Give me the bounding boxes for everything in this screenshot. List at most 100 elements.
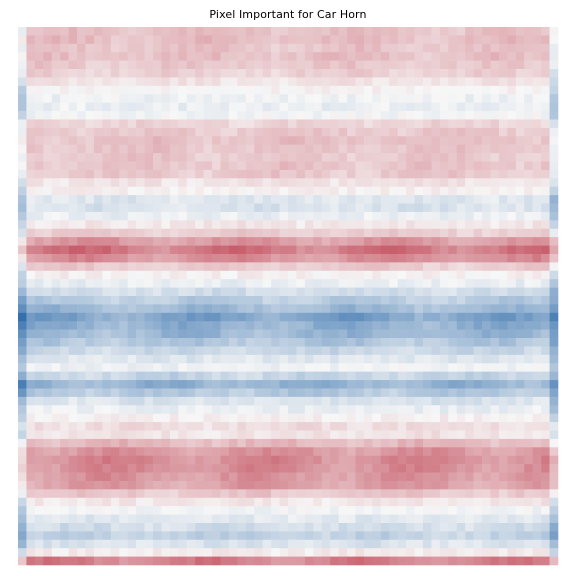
heatmap-cell xyxy=(414,296,424,305)
heatmap-cell xyxy=(228,312,238,322)
heatmap-cell xyxy=(296,506,306,515)
heatmap-cell xyxy=(397,556,407,566)
heatmap-cell xyxy=(406,447,415,457)
heatmap-cell xyxy=(549,556,559,566)
heatmap-cell xyxy=(169,514,179,524)
heatmap-cell xyxy=(482,371,491,381)
heatmap-cell xyxy=(515,69,525,78)
heatmap-cell xyxy=(18,447,27,457)
heatmap-cell xyxy=(60,228,69,238)
heatmap-cell xyxy=(414,396,424,406)
heatmap-cell xyxy=(515,371,525,381)
heatmap-cell xyxy=(136,312,145,322)
heatmap-cell xyxy=(144,438,154,448)
heatmap-cell xyxy=(237,522,247,532)
heatmap-cell xyxy=(532,203,542,213)
heatmap-cell xyxy=(186,262,196,272)
heatmap-cell xyxy=(465,60,474,70)
heatmap-cell xyxy=(406,228,415,238)
heatmap-cell xyxy=(262,195,272,204)
heatmap-cell xyxy=(195,102,204,112)
heatmap-cell xyxy=(279,354,289,364)
heatmap-cell xyxy=(127,287,137,297)
heatmap-cell xyxy=(439,304,449,314)
heatmap-cell xyxy=(212,312,221,322)
heatmap-cell xyxy=(321,338,331,347)
heatmap-cell xyxy=(347,296,356,305)
heatmap-cell xyxy=(119,296,128,305)
heatmap-cell xyxy=(431,237,441,246)
heatmap-cell xyxy=(313,531,323,541)
heatmap-cell xyxy=(372,195,382,204)
heatmap-cell xyxy=(60,539,69,549)
heatmap-cell xyxy=(465,195,474,204)
heatmap-cell xyxy=(85,430,95,440)
heatmap-cell xyxy=(110,237,120,246)
heatmap-cell xyxy=(161,136,171,145)
heatmap-cell xyxy=(26,111,36,120)
heatmap-cell xyxy=(228,413,238,423)
heatmap-cell xyxy=(203,472,213,482)
heatmap-cell xyxy=(279,296,289,305)
heatmap-cell xyxy=(448,539,458,549)
heatmap-cell xyxy=(439,422,449,431)
heatmap-cell xyxy=(169,253,179,263)
heatmap-cell xyxy=(363,455,373,465)
heatmap-cell xyxy=(237,136,247,145)
heatmap-cell xyxy=(178,43,188,53)
heatmap-cell xyxy=(363,279,373,288)
heatmap-cell xyxy=(338,413,348,423)
heatmap-cell xyxy=(212,522,221,532)
heatmap-cell xyxy=(271,329,280,339)
heatmap-cell xyxy=(144,270,154,280)
heatmap-cell xyxy=(68,321,78,330)
heatmap-cell xyxy=(541,144,550,154)
heatmap-cell xyxy=(507,43,517,53)
heatmap-cell xyxy=(93,195,103,204)
heatmap-cell xyxy=(18,497,27,507)
heatmap-cell xyxy=(482,169,491,179)
heatmap-cell xyxy=(161,169,171,179)
heatmap-cell xyxy=(178,60,188,70)
heatmap-cell xyxy=(279,489,289,499)
heatmap-cell xyxy=(279,178,289,188)
heatmap-cell xyxy=(473,430,483,440)
heatmap-cell xyxy=(237,228,247,238)
heatmap-cell xyxy=(169,69,179,78)
heatmap-cell xyxy=(397,228,407,238)
heatmap-cell xyxy=(119,388,128,398)
heatmap-cell xyxy=(473,270,483,280)
heatmap-cell xyxy=(541,480,550,490)
heatmap-cell xyxy=(119,413,128,423)
heatmap-cell xyxy=(313,304,323,314)
heatmap-cell xyxy=(372,211,382,221)
heatmap-cell xyxy=(77,338,86,347)
heatmap-cell xyxy=(169,102,179,112)
heatmap-cell xyxy=(186,60,196,70)
heatmap-cell xyxy=(245,77,255,87)
heatmap-cell xyxy=(389,220,398,230)
heatmap-cell xyxy=(262,312,272,322)
heatmap-cell xyxy=(102,262,112,272)
heatmap-cell xyxy=(524,455,533,465)
heatmap-cell xyxy=(85,371,95,381)
heatmap-cell xyxy=(85,489,95,499)
heatmap-cell xyxy=(169,279,179,288)
heatmap-cell xyxy=(34,119,44,129)
heatmap-cell xyxy=(186,480,196,490)
heatmap-cell xyxy=(439,111,449,120)
heatmap-cell xyxy=(532,438,542,448)
heatmap-cell xyxy=(26,161,36,171)
heatmap-cell xyxy=(482,338,491,347)
heatmap-cell xyxy=(195,153,204,162)
heatmap-cell xyxy=(532,472,542,482)
heatmap-cell xyxy=(397,539,407,549)
heatmap-cell xyxy=(178,489,188,499)
heatmap-cell xyxy=(465,338,474,347)
heatmap-cell xyxy=(448,338,458,347)
heatmap-cell xyxy=(254,338,263,347)
heatmap-cell xyxy=(279,203,289,213)
heatmap-cell xyxy=(102,396,112,406)
heatmap-cell xyxy=(43,245,53,255)
heatmap-cell xyxy=(406,136,415,145)
